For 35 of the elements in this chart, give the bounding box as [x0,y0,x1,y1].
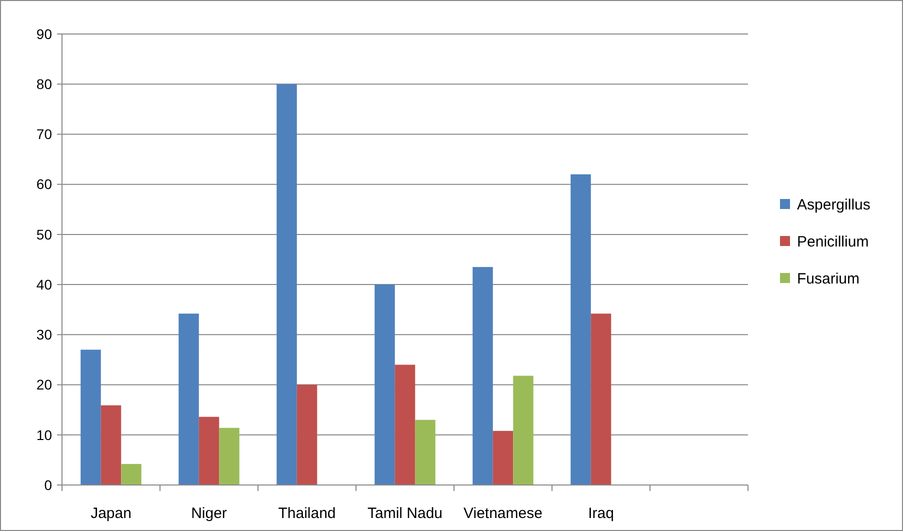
legend-label: Penicillium [797,233,869,250]
y-tick-label: 30 [36,326,52,343]
y-tick-label: 10 [36,426,52,443]
bar [415,420,436,485]
y-tick-label: 50 [36,226,52,242]
y-tick-label: 80 [36,76,52,92]
x-tick-label: Iraq [588,505,614,522]
bar [374,284,395,485]
y-tick-label: 20 [36,376,52,393]
legend-label: Fusarium [797,270,860,288]
x-tick-label: Japan [90,505,132,522]
bar [219,428,240,485]
bar [178,314,199,485]
y-tick-label: 90 [36,26,52,42]
y-tick-label: 0 [44,476,52,493]
x-tick-label: Vietnamese [464,505,542,522]
x-tick-label: Thailand [278,505,336,522]
bar [296,384,318,485]
bar [513,376,534,485]
bar [121,464,142,485]
y-tick-label: 40 [36,276,52,292]
bar [590,314,612,485]
bar [80,350,101,485]
bar [570,174,591,485]
bar [472,267,493,485]
bar [394,364,416,485]
x-tick-label: Tamil Nadu [367,505,443,522]
bar [492,430,514,485]
bar [276,84,297,485]
bar [198,416,220,485]
legend-label: Aspergillus [797,196,870,214]
bar [100,405,122,485]
x-tick-label: Niger [191,505,227,522]
y-tick-label: 70 [36,126,52,142]
y-tick-label: 60 [36,176,52,192]
